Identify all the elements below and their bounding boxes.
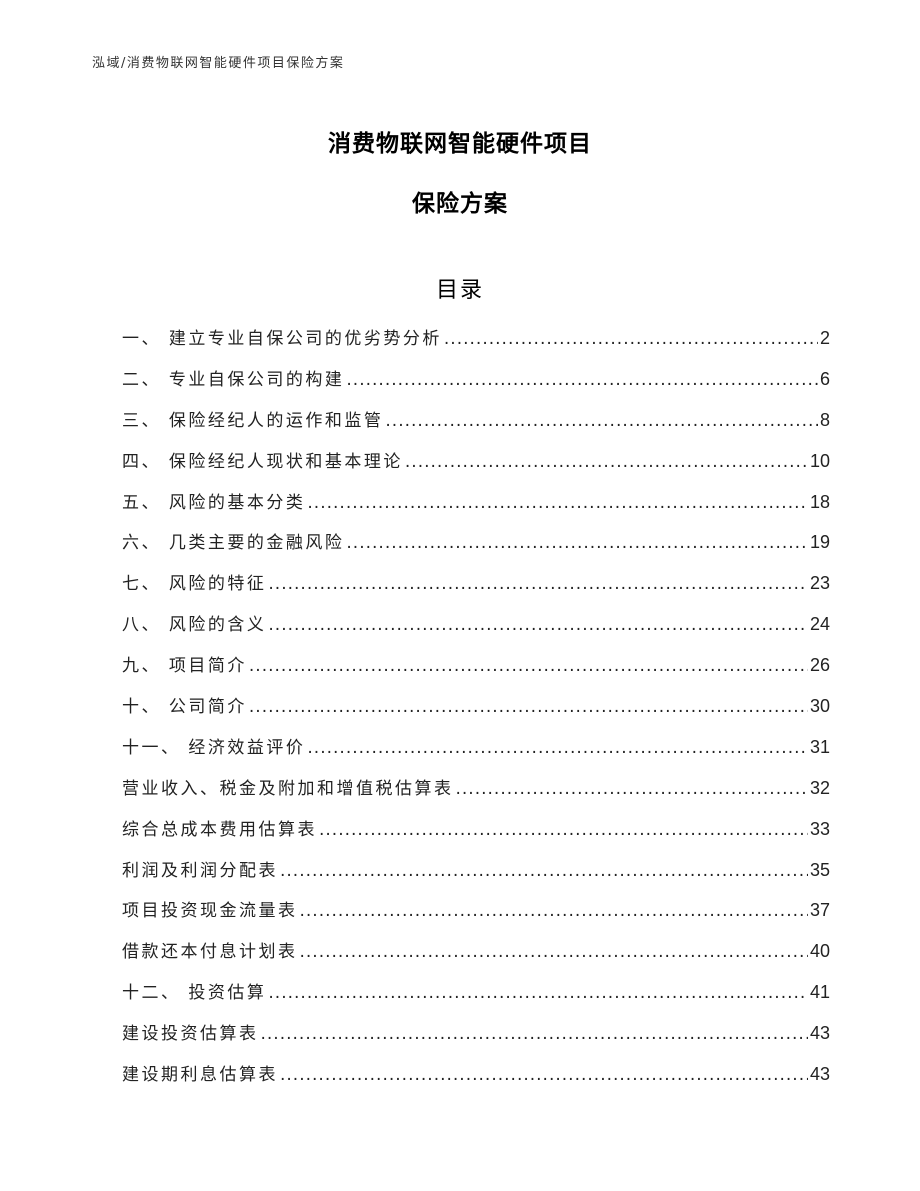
toc-leader-dots [249, 697, 808, 717]
document-subtitle: 保险方案 [412, 191, 508, 217]
toc-entry[interactable]: 七、 风险的特征 23 [122, 569, 830, 610]
toc-page-number: 2 [819, 328, 830, 348]
toc-leader-dots [300, 901, 808, 921]
toc-entry-label: 十一、 经济效益评价 [122, 737, 306, 758]
toc-entry-label: 综合总成本费用估算表 [122, 819, 317, 840]
toc-page-number: 24 [809, 614, 830, 635]
toc-leader-dots [319, 820, 808, 840]
toc-entry[interactable]: 二、 专业自保公司的构建 6 [122, 365, 830, 406]
toc-entry[interactable]: 综合总成本费用估算表 33 [122, 815, 830, 856]
toc-leader-dots [249, 656, 808, 676]
toc-entry-label: 六、 几类主要的金融风险 [122, 533, 345, 554]
toc-leader-dots [307, 493, 808, 513]
toc-entry-label: 建设期利息估算表 [122, 1065, 278, 1086]
toc-page-number: 33 [809, 818, 830, 839]
toc-entry[interactable]: 六、 几类主要的金融风险 19 [122, 528, 830, 569]
toc-leader-dots [456, 779, 808, 799]
toc-entry-label: 三、 保险经纪人的运作和监管 [122, 410, 384, 431]
toc-entry-label: 借款还本付息计划表 [122, 942, 298, 963]
toc-heading: 目录 [435, 278, 484, 303]
toc-page-number: 40 [809, 941, 830, 962]
toc-page-number: 19 [809, 532, 830, 553]
toc-page-number: 18 [809, 491, 830, 512]
toc-page-number: 32 [809, 777, 830, 798]
toc-entry[interactable]: 营业收入、税金及附加和增值税估算表 32 [122, 774, 830, 815]
toc-entry-label: 八、 风险的含义 [122, 615, 267, 636]
toc-page-number: 6 [819, 368, 830, 389]
toc-entry[interactable]: 项目投资现金流量表 37 [122, 896, 830, 937]
toc-entry-label: 二、 专业自保公司的构建 [122, 369, 345, 390]
toc-leader-dots [261, 1024, 808, 1044]
toc-entry[interactable]: 三、 保险经纪人的运作和监管 8 [122, 406, 830, 447]
toc-entry[interactable]: 四、 保险经纪人现状和基本理论 10 [122, 447, 830, 488]
toc-leader-dots [268, 574, 808, 594]
toc-entry[interactable]: 建设投资估算表 43 [122, 1019, 830, 1060]
running-header: 泓域/消费物联网智能硬件项目保险方案 [92, 56, 345, 71]
toc-leader-dots [346, 533, 808, 553]
toc-page-number: 26 [809, 655, 830, 676]
toc-leader-dots [280, 1065, 808, 1085]
toc-page-number: 37 [809, 900, 830, 921]
toc-entry-label: 建设投资估算表 [122, 1024, 259, 1045]
toc-page-number: 41 [809, 982, 830, 1003]
toc-leader-dots [268, 983, 808, 1003]
toc-entry-label: 十、 公司简介 [122, 697, 247, 718]
toc-leader-dots [307, 738, 808, 758]
toc-leader-dots [268, 615, 808, 635]
toc-page-number: 43 [809, 1023, 830, 1044]
toc-entry-label: 四、 保险经纪人现状和基本理论 [122, 451, 403, 472]
document-title: 消费物联网智能硬件项目 [328, 131, 592, 157]
toc-entry-label: 十二、 投资估算 [122, 983, 267, 1004]
toc-entry[interactable]: 利润及利润分配表 35 [122, 856, 830, 897]
toc-entry[interactable]: 八、 风险的含义 24 [122, 610, 830, 651]
toc-leader-dots [385, 411, 818, 431]
toc-entry[interactable]: 建设期利息估算表 43 [122, 1060, 830, 1101]
toc-leader-dots [300, 942, 808, 962]
toc-entry-label: 项目投资现金流量表 [122, 901, 298, 922]
toc-page-number: 31 [809, 736, 830, 757]
toc-page-number: 8 [819, 409, 830, 430]
toc-leader-dots [346, 370, 818, 390]
toc-page-number: 35 [809, 859, 830, 880]
toc-entry[interactable]: 十一、 经济效益评价 31 [122, 733, 830, 774]
toc-entry[interactable]: 十、 公司简介 30 [122, 692, 830, 733]
toc-page-number: 23 [809, 573, 830, 594]
toc-page-number: 10 [809, 450, 830, 471]
toc-entry[interactable]: 借款还本付息计划表 40 [122, 937, 830, 978]
toc-entry[interactable]: 九、 项目简介 26 [122, 651, 830, 692]
toc-entry[interactable]: 一、 建立专业自保公司的优劣势分析 2 [122, 324, 830, 365]
toc-entry-label: 一、 建立专业自保公司的优劣势分析 [122, 329, 442, 349]
toc-leader-dots [444, 329, 818, 349]
table-of-contents: 一、 建立专业自保公司的优劣势分析 2 二、 专业自保公司的构建 6 三、 保险经纪人的… [122, 324, 830, 1101]
toc-entry[interactable]: 五、 风险的基本分类 18 [122, 488, 830, 529]
toc-entry-label: 九、 项目简介 [122, 656, 247, 677]
toc-entry-label: 营业收入、税金及附加和增值税估算表 [122, 778, 454, 799]
toc-entry-label: 七、 风险的特征 [122, 574, 267, 595]
toc-entry[interactable]: 十二、 投资估算 41 [122, 978, 830, 1019]
toc-entry-label: 五、 风险的基本分类 [122, 492, 306, 513]
toc-leader-dots [280, 861, 808, 881]
toc-page-number: 43 [809, 1064, 830, 1085]
toc-leader-dots [405, 452, 808, 472]
toc-entry-label: 利润及利润分配表 [122, 860, 278, 881]
toc-page-number: 30 [809, 696, 830, 717]
